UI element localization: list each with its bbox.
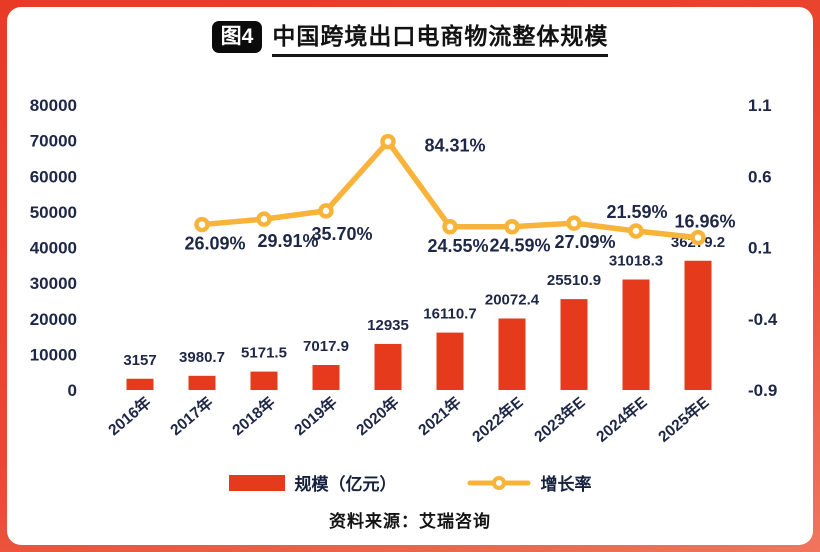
growth-rate-label: 35.70% (311, 224, 372, 244)
chart-title-row: 图4 中国跨境出口电商物流整体规模 (7, 17, 813, 57)
bar (560, 299, 588, 390)
right-axis-tick: -0.4 (748, 310, 778, 329)
source-note: 资料来源：艾瑞咨询 (329, 512, 491, 531)
line-marker (690, 229, 706, 246)
bar-value-label: 7017.9 (303, 338, 349, 355)
bar-value-label: 3157 (123, 352, 156, 369)
legend-line-label: 增长率 (540, 475, 592, 494)
growth-rate-label: 84.31% (424, 136, 485, 156)
x-axis-label: 2022年E (468, 393, 526, 446)
chart-legend: 规模（亿元） 增长率 (7, 470, 813, 495)
left-axis-tick: 40000 (30, 239, 77, 258)
line-marker (256, 211, 272, 227)
bar (312, 364, 340, 390)
bar (374, 343, 402, 390)
x-axis-label: 2016年 (104, 392, 155, 439)
line-marker (504, 218, 520, 235)
left-axis-tick: 10000 (30, 345, 77, 364)
x-axis-label: 2021年 (414, 392, 465, 439)
bar-value-label: 3980.7 (179, 349, 225, 366)
legend-item-line: 增长率 (467, 470, 592, 495)
x-axis-label: 2018年 (228, 392, 279, 439)
line-marker (442, 219, 458, 235)
line-marker (566, 215, 582, 231)
chart-card: 图4 中国跨境出口电商物流整体规模 80000 70000 60000 50000 40… (7, 7, 813, 545)
x-axis-label: 2019年 (290, 392, 341, 439)
bar-swatch (228, 474, 285, 491)
left-axis-tick: 80000 (30, 96, 77, 115)
bar (188, 375, 216, 390)
x-axis-label: 2017年 (166, 392, 217, 439)
legend-bar-label: 规模（亿元） (294, 475, 397, 494)
left-axis-tick: 70000 (30, 132, 77, 151)
left-axis-tick: 0 (68, 381, 77, 400)
bar-value-label: 31018.3 (609, 252, 663, 269)
right-axis-tick: 0.6 (748, 167, 772, 186)
x-axis-label: 2023年E (530, 393, 588, 446)
growth-rate-label: 24.55% (427, 236, 488, 256)
bar-value-label: 16110.7 (423, 306, 476, 323)
left-axis-tick: 50000 (30, 203, 77, 222)
left-axis-tick: 60000 (30, 167, 77, 186)
bar (684, 260, 712, 390)
growth-rate-label: 27.09% (554, 232, 615, 252)
growth-rate-label: 16.96% (674, 212, 735, 232)
bar (126, 378, 154, 390)
bar-value-label: 12935 (367, 317, 409, 334)
bar-value-label: 25510.9 (547, 272, 601, 289)
line-marker (194, 216, 210, 233)
bar-value-label: 5171.5 (241, 345, 287, 362)
bar (622, 279, 650, 390)
right-axis-tick: -0.9 (748, 381, 777, 400)
bar-value-label: 20072.4 (485, 291, 540, 308)
x-axis-label: 2020年 (352, 392, 403, 439)
combo-chart: 80000 70000 60000 50000 40000 30000 20000 10000… (30, 96, 778, 446)
x-axis-label: 2024年E (592, 393, 650, 446)
bar (250, 371, 278, 390)
legend-line-marker (491, 475, 506, 490)
legend-item-bars: 规模（亿元） (228, 470, 397, 495)
growth-rate-label: 29.91% (257, 231, 318, 251)
growth-rate-label: 24.59% (489, 236, 550, 256)
right-axis-tick: 0.1 (748, 239, 772, 258)
bar (498, 318, 526, 390)
line-marker (628, 223, 644, 239)
page-title: 中国跨境出口电商物流整体规模 (272, 17, 609, 57)
growth-rate-label: 26.09% (184, 234, 245, 254)
line-marker (380, 133, 396, 150)
figure-badge: 图4 (211, 21, 263, 53)
x-axis-label: 2025年E (654, 393, 712, 446)
line-marker (318, 203, 334, 219)
left-axis-tick: 30000 (30, 274, 77, 293)
left-axis-tick: 20000 (30, 310, 77, 329)
line-swatch (467, 475, 530, 490)
bar (436, 332, 464, 390)
growth-rate-label: 21.59% (606, 202, 667, 222)
right-axis-tick: 1.1 (748, 96, 772, 115)
